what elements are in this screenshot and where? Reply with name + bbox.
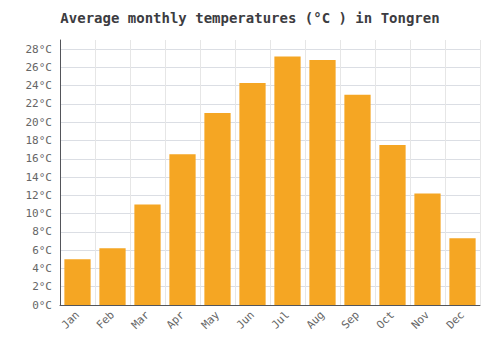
svg-text:18°C: 18°C [26,134,53,147]
svg-text:12°C: 12°C [26,189,53,202]
svg-text:8°C: 8°C [32,225,52,238]
svg-text:Mar: Mar [129,308,152,331]
svg-text:Oct: Oct [374,308,397,331]
svg-text:Sep: Sep [339,308,362,331]
svg-text:20°C: 20°C [26,116,53,129]
svg-text:4°C: 4°C [32,262,52,275]
svg-text:14°C: 14°C [26,171,53,184]
svg-text:Jun: Jun [234,308,257,331]
svg-text:Jul: Jul [269,308,292,331]
svg-text:Feb: Feb [94,308,117,331]
svg-text:Jan: Jan [59,308,82,331]
svg-text:Nov: Nov [409,308,432,331]
svg-text:28°C: 28°C [26,43,53,56]
svg-text:6°C: 6°C [32,244,52,257]
svg-text:Aug: Aug [304,308,327,331]
svg-text:Dec: Dec [444,308,467,331]
svg-text:May: May [199,308,222,331]
svg-text:2°C: 2°C [32,280,52,293]
svg-text:24°C: 24°C [26,79,53,92]
svg-text:Apr: Apr [164,308,187,331]
svg-text:10°C: 10°C [26,207,53,220]
svg-text:26°C: 26°C [26,61,53,74]
svg-text:Average monthly temperatures (: Average monthly temperatures (°C ) in To… [60,10,439,26]
svg-text:16°C: 16°C [26,152,53,165]
svg-text:22°C: 22°C [26,97,53,110]
svg-text:0°C: 0°C [32,299,52,312]
